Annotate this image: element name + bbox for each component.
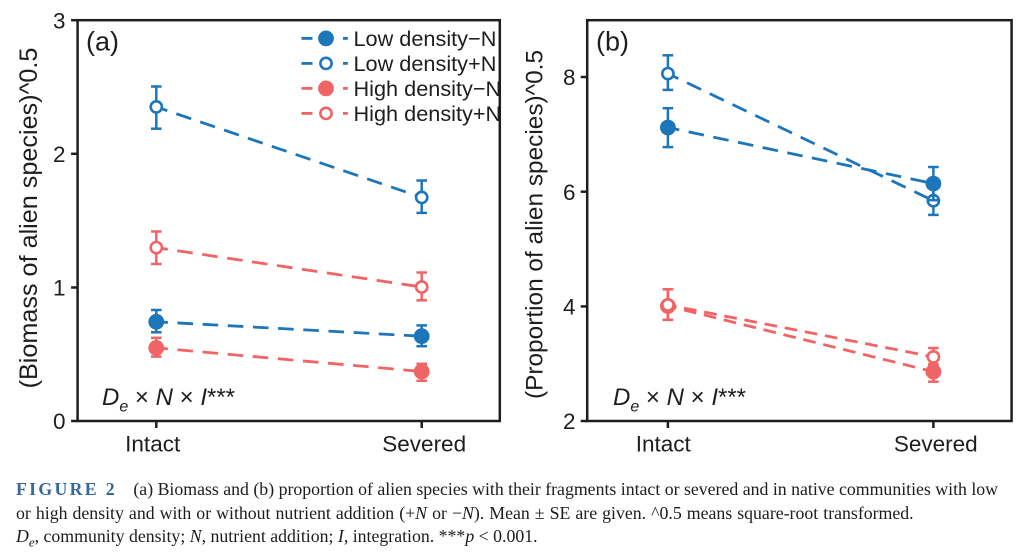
svg-text:Severed: Severed — [894, 432, 978, 457]
svg-text:(Biomass of alien species)^0.5: (Biomass of alien species)^0.5 — [15, 48, 43, 389]
svg-text:0: 0 — [53, 409, 66, 434]
svg-text:(a): (a) — [86, 27, 119, 57]
svg-text:(b): (b) — [596, 27, 629, 57]
svg-text:8: 8 — [563, 65, 576, 90]
svg-text:Intact: Intact — [636, 432, 692, 457]
svg-text:3: 3 — [53, 8, 66, 33]
svg-text:Severed: Severed — [382, 432, 466, 457]
svg-text:1: 1 — [53, 276, 66, 301]
svg-text:(Proportion of alien species)^: (Proportion of alien species)^0.5 — [522, 50, 549, 399]
svg-text:High density−N: High density−N — [354, 76, 502, 101]
svg-text:De × N × I***: De × N × I*** — [102, 384, 235, 416]
svg-text:Low density+N: Low density+N — [354, 51, 497, 76]
svg-text:6: 6 — [563, 180, 576, 205]
svg-text:2: 2 — [53, 142, 66, 167]
svg-text:Intact: Intact — [125, 432, 181, 457]
svg-text:Low density−N: Low density−N — [354, 26, 497, 51]
svg-text:2: 2 — [563, 409, 576, 434]
svg-text:High density+N: High density+N — [354, 101, 502, 126]
svg-text:4: 4 — [563, 295, 576, 320]
